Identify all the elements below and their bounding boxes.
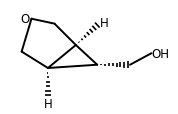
Text: H: H	[100, 16, 109, 29]
Text: OH: OH	[151, 47, 169, 60]
Text: H: H	[44, 97, 52, 110]
Text: O: O	[20, 13, 29, 26]
